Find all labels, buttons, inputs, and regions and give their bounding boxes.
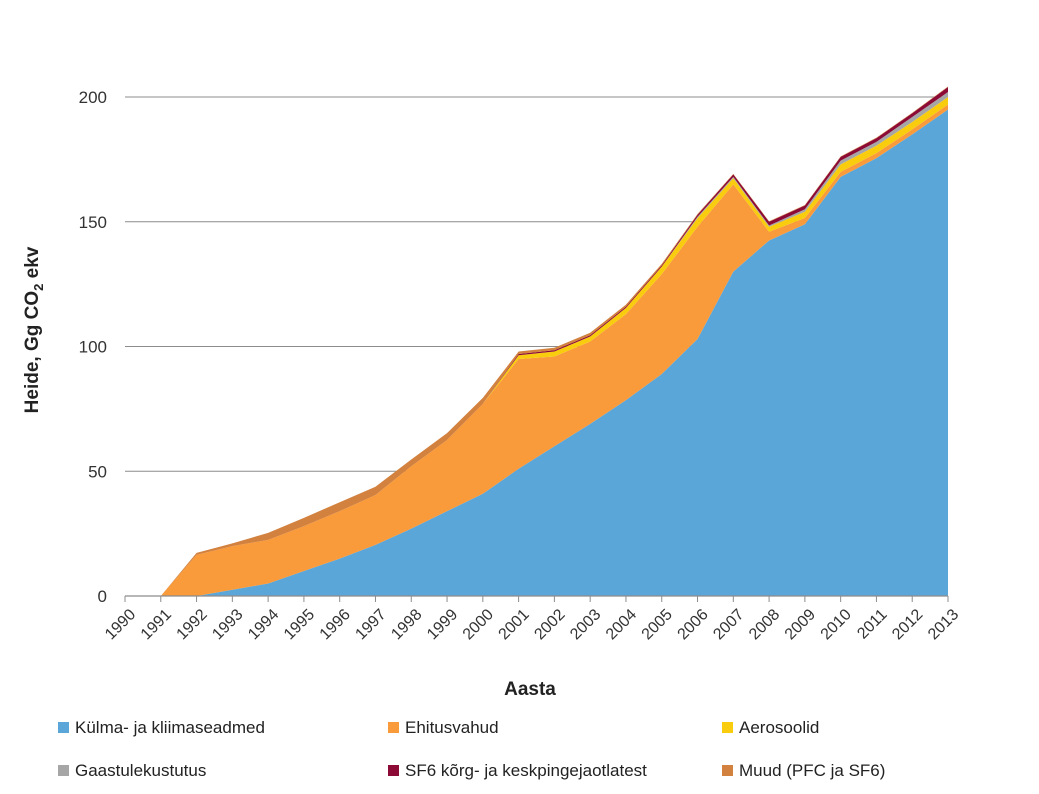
legend-label: Gaastulekustutus — [75, 761, 206, 780]
legend-swatch — [722, 722, 733, 733]
y-axis-title-subscript: 2 — [31, 284, 46, 291]
x-tick-label: 2003 — [567, 606, 604, 643]
x-tick-label: 2004 — [603, 606, 640, 643]
x-tick-label: 1996 — [317, 606, 354, 643]
x-tick-label: 1999 — [424, 606, 461, 643]
x-tick-label: 2007 — [710, 606, 747, 643]
x-tick-label: 1993 — [209, 606, 246, 643]
x-tick-labels: 1990199119921993199419951996199719981999… — [102, 606, 962, 643]
legend-swatch — [58, 765, 69, 776]
x-tick-label: 1990 — [102, 606, 139, 643]
x-tick-label: 2013 — [925, 606, 962, 643]
legend-swatch — [388, 722, 399, 733]
y-tick-label: 50 — [88, 462, 107, 481]
legend-item: Külma- ja kliimaseadmed — [58, 718, 265, 737]
x-axis-title: Aasta — [504, 679, 556, 700]
legend-swatch — [388, 765, 399, 776]
y-axis-title-suffix: ekv — [22, 246, 43, 283]
legend-item: Aerosoolid — [722, 718, 819, 737]
y-tick-label: 150 — [79, 213, 107, 232]
x-tick-label: 1995 — [281, 606, 318, 643]
x-tick-label: 1998 — [388, 606, 425, 643]
legend-item: Muud (PFC ja SF6) — [722, 761, 885, 780]
legend-label: Muud (PFC ja SF6) — [739, 761, 885, 780]
x-tick-label: 2006 — [675, 606, 712, 643]
x-tick-label: 1994 — [245, 606, 282, 643]
y-tick-label: 200 — [79, 88, 107, 107]
legend-label: SF6 kõrg- ja keskpingejaotlatest — [405, 761, 647, 780]
legend-swatch — [722, 765, 733, 776]
x-tick-label: 2001 — [496, 606, 533, 643]
series-area-2 — [125, 104, 948, 597]
legend-label: Aerosoolid — [739, 718, 819, 737]
x-tick-label: 2000 — [460, 606, 497, 643]
x-tick-label: 2008 — [746, 606, 783, 643]
y-tick-label: 0 — [98, 587, 107, 606]
series-areas — [125, 86, 948, 597]
legend-label: Ehitusvahud — [405, 718, 499, 737]
x-tick-label: 2011 — [854, 606, 890, 642]
x-tick-label: 2009 — [782, 606, 819, 643]
x-tick-label: 2002 — [531, 606, 568, 643]
x-tick-label: 1997 — [352, 606, 389, 643]
legend-item: Gaastulekustutus — [58, 761, 206, 780]
series-area-1 — [125, 109, 948, 596]
legend: Külma- ja kliimaseadmed Ehitusvahud Aeroso… — [58, 718, 885, 780]
y-tick-label: 100 — [79, 338, 107, 357]
y-axis-title-main: Heide, Gg CO — [22, 291, 43, 413]
x-tick-label: 1992 — [174, 606, 211, 643]
legend-swatch — [58, 722, 69, 733]
legend-item: SF6 kõrg- ja keskpingejaotlatest — [388, 761, 647, 780]
axes — [124, 595, 949, 602]
y-axis-title: Heide, Gg CO2 ekv — [22, 246, 46, 413]
x-tick-label: 2010 — [818, 606, 855, 643]
legend-label: Külma- ja kliimaseadmed — [75, 718, 265, 737]
x-tick-label: 1991 — [138, 606, 175, 643]
legend-item: Ehitusvahud — [388, 718, 499, 737]
y-tick-labels: 0 50 100 150 200 — [79, 88, 107, 606]
x-tick-label: 2012 — [889, 606, 926, 643]
x-tick-label: 2005 — [639, 606, 676, 643]
